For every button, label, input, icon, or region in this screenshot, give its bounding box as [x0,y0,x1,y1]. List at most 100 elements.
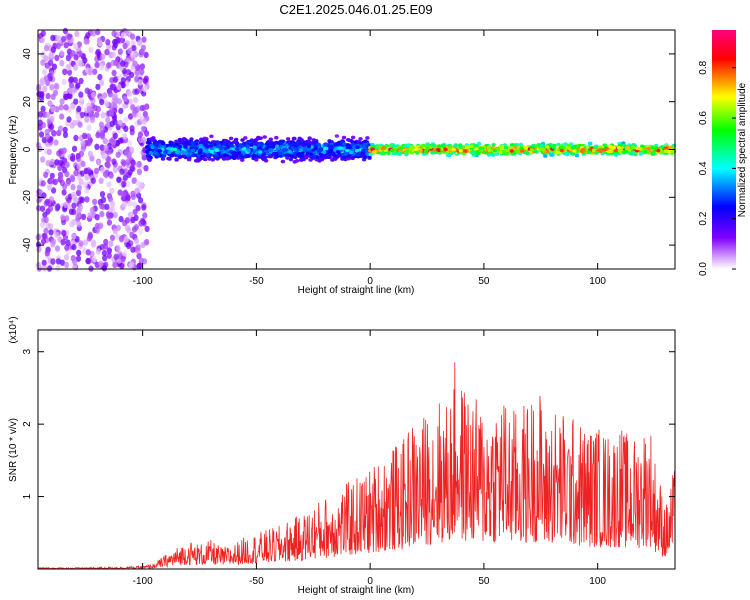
heatmap-cell [111,158,117,165]
heatmap-cell [473,143,479,148]
heatmap-cell [161,141,166,145]
heatmap-cell [344,151,349,156]
heatmap-cell [38,111,44,118]
heatmap-cell [350,135,356,140]
heatmap-cell [58,159,64,166]
heatmap-cell [447,153,452,158]
heatmap-cell [79,111,85,119]
heatmap-cell [425,142,430,146]
heatmap-y-ticks: -40 -20 0 20 40 [22,48,675,252]
heatmap-cell [172,147,177,151]
heatmap-cell [501,149,507,154]
heatmap-cell [49,115,55,123]
heatmap-cell [87,150,93,158]
heatmap-cell [62,27,68,35]
heatmap-cell [81,213,87,221]
heatmap-cell [623,149,628,154]
heatmap-cell [316,148,321,152]
heatmap-cell [356,140,362,144]
heatmap-cell [100,166,106,173]
heatmap-cell [257,146,262,150]
heatmap-cell [267,154,272,159]
heatmap-cell [663,149,668,153]
heatmap-cell [45,159,51,167]
heatmap-cell [138,220,144,227]
snr-y-ticks: 1 2 3 [22,349,675,499]
heatmap-cell [157,139,163,144]
heatmap-cell [249,143,254,147]
heatmap-cell [349,150,354,155]
heatmap-cell [358,137,363,141]
heatmap-cell [82,181,88,188]
heatmap-cell [73,54,79,61]
snr-series-line [37,362,676,570]
heatmap-cell [196,157,201,161]
heatmap-cell [139,68,145,76]
heatmap-cell [142,85,148,93]
heatmap-cell [134,187,140,194]
heatmap-cell [130,40,136,47]
heatmap-cell [194,146,199,151]
heatmap-cell [342,155,347,159]
heatmap-cell [113,59,119,67]
heatmap-cell [190,141,195,145]
heatmap-cell [223,146,228,151]
heatmap-cell [79,196,85,204]
heatmap-cell [362,155,368,159]
heatmap-cell [329,144,334,149]
heatmap-cell [118,236,125,243]
heatmap-cell [591,148,596,153]
heatmap-cell [116,176,122,183]
heatmap-cell [646,146,651,151]
heatmap-cell [138,228,144,235]
heatmap-cell [46,148,52,156]
heatmap-cell [298,148,304,152]
heatmap-cell [125,180,131,188]
heatmap-cell [341,135,347,140]
heatmap-cell [180,154,186,159]
heatmap-cell [239,144,244,149]
heatmap-cell [529,148,535,152]
heatmap-x-tick-label: -100 [133,276,153,287]
heatmap-cell [518,142,524,147]
heatmap-cell [174,139,179,144]
heatmap-cell [44,198,51,205]
heatmap-cell [204,150,209,154]
heatmap-cell [122,250,128,257]
heatmap-cell [85,249,91,256]
heatmap-cell [117,48,123,55]
heatmap-cell [139,104,145,112]
heatmap-cell [122,201,128,208]
heatmap-cell [113,96,119,104]
heatmap-cell [601,148,607,152]
heatmap-cell [80,160,86,168]
heatmap-cell [84,87,90,94]
heatmap-cell [94,143,100,150]
heatmap-cell [112,166,118,174]
heatmap-cell [167,146,172,151]
heatmap-cell [305,139,310,144]
heatmap-cell [209,134,214,139]
heatmap-cell [421,152,427,156]
heatmap-cell [581,152,586,156]
heatmap-cell [240,158,245,162]
heatmap-cell [216,141,221,145]
heatmap-cell [574,153,580,158]
heatmap-cell [63,254,70,261]
heatmap-cell [121,180,127,188]
heatmap-cell [85,32,91,39]
heatmap-cell [105,39,111,46]
heatmap-cell [190,148,196,153]
heatmap-cell [116,83,122,91]
heatmap-cell [277,151,283,156]
heatmap-cell [144,238,150,246]
heatmap-cell [580,147,586,152]
heatmap-cell [75,82,81,89]
heatmap-cell [71,145,78,152]
heatmap-cell [100,53,106,61]
heatmap-cell [515,149,520,154]
heatmap-cell [123,116,129,123]
heatmap-cell [660,145,665,149]
heatmap-cell [525,151,530,156]
